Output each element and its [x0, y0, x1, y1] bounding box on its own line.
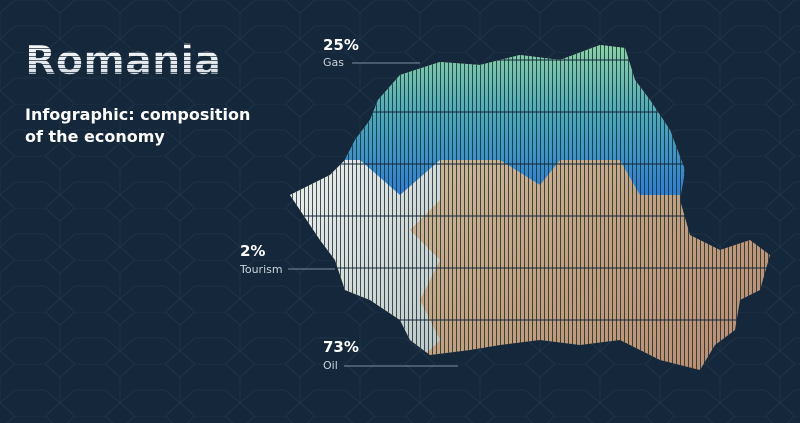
subtitle: Infographic: composition	[25, 105, 250, 124]
item-label: Tourism	[239, 263, 283, 276]
percent-label: 25%	[323, 36, 359, 54]
subtitle: of the economy	[25, 127, 165, 146]
item-label: Gas	[323, 56, 344, 69]
item-label: Oil	[323, 359, 338, 372]
percent-label: 73%	[323, 338, 359, 356]
percent-label: 2%	[240, 242, 265, 260]
title: Romania	[25, 38, 221, 84]
